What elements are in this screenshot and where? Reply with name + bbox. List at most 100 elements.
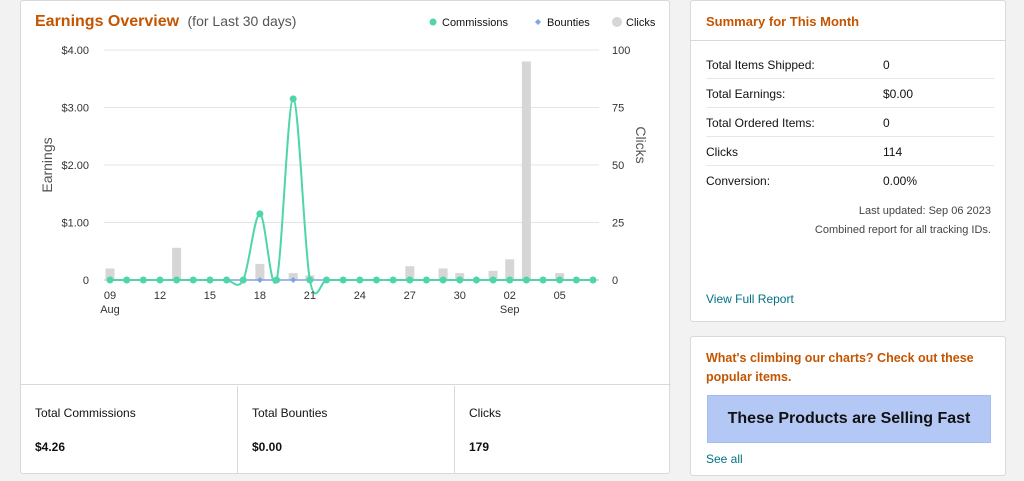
commissions-point	[489, 276, 497, 284]
x-tick-label: 21	[304, 290, 316, 302]
summary-row-ordered-items: Total Ordered Items: 0	[706, 108, 994, 137]
chart-title: Earnings Overview (for Last 30 days)	[35, 13, 296, 31]
summary-row-value: 114	[883, 145, 903, 159]
y-tick-label: $2.00	[61, 160, 89, 172]
y-tick-label: 0	[83, 275, 89, 287]
commissions-point	[406, 276, 414, 284]
total-bounties-value: $0.00	[252, 440, 283, 454]
chart-title-main: Earnings Overview	[35, 13, 180, 30]
x-tick-label: 30	[454, 290, 466, 302]
commissions-point	[123, 276, 131, 284]
commissions-point	[556, 276, 564, 284]
earnings-chart: Earnings Overview (for Last 30 days) $4.…	[21, 1, 671, 385]
x-tick-label: 27	[404, 290, 416, 302]
summary-row-conversion: Conversion: 0.00%	[706, 166, 994, 195]
commissions-point	[273, 276, 281, 284]
commissions-point	[589, 276, 597, 284]
clicks-bar	[521, 61, 531, 280]
summary-row-value: 0	[883, 116, 890, 130]
clicks-bar	[105, 268, 115, 280]
commissions-point	[139, 276, 147, 284]
x-tick-label: 02	[504, 290, 516, 302]
commissions-line	[110, 97, 593, 295]
total-clicks-label: Clicks	[469, 406, 501, 420]
x-tick-sublabel: Sep	[500, 304, 520, 316]
y-tick-label: $1.00	[61, 218, 89, 230]
commissions-point	[256, 210, 264, 218]
x-tick-label: 24	[354, 290, 366, 302]
x-tick-label: 18	[254, 290, 266, 302]
clicks-bar	[405, 266, 415, 280]
commissions-point	[239, 276, 247, 284]
total-bounties-label: Total Bounties	[252, 406, 328, 420]
summary-row-value: 0	[883, 58, 890, 72]
y2-tick-label: 25	[612, 218, 624, 230]
legend-commissions-marker	[429, 18, 437, 26]
commissions-point	[289, 95, 297, 103]
last-updated-text: Last updated: Sep 06 2023	[858, 205, 991, 217]
bounties-point	[290, 277, 297, 283]
commissions-point	[189, 276, 197, 284]
commissions-point	[422, 276, 430, 284]
chart-title-subtitle: (for Last 30 days)	[187, 13, 297, 29]
commissions-point	[223, 276, 231, 284]
commissions-point	[539, 276, 547, 284]
y-tick-label: $4.00	[61, 45, 89, 57]
total-clicks: Clicks 179	[455, 386, 671, 474]
summary-card: Summary for This Month Total Items Shipp…	[690, 0, 1006, 322]
totals-row: Total Commissions $4.26 Total Bounties $…	[21, 386, 671, 474]
total-commissions-value: $4.26	[35, 440, 66, 454]
commissions-point	[156, 276, 164, 284]
legend-commissions-label: Commissions	[442, 17, 509, 29]
clicks-bar	[488, 270, 498, 280]
x-tick-label: 15	[204, 290, 216, 302]
summary-row-label: Total Items Shipped:	[706, 58, 815, 72]
commissions-point	[206, 276, 214, 284]
total-commissions-label: Total Commissions	[35, 406, 136, 420]
clicks-bar	[172, 247, 182, 280]
y2-axis-title: Clicks	[633, 126, 649, 163]
commissions-point	[306, 276, 314, 284]
summary-row-label: Clicks	[706, 145, 738, 159]
commissions-point	[106, 276, 114, 284]
summary-divider	[691, 40, 1005, 41]
legend-clicks-marker	[612, 17, 622, 27]
summary-row-value: 0.00%	[883, 174, 918, 188]
commissions-point	[372, 276, 380, 284]
selling-fast-banner[interactable]: These Products are Selling Fast	[707, 395, 991, 443]
popular-items-card: What's climbing our charts? Check out th…	[690, 336, 1006, 476]
total-bounties: Total Bounties $0.00	[238, 386, 455, 474]
commissions-point	[389, 276, 397, 284]
total-clicks-value: 179	[469, 440, 490, 454]
clicks-bar	[438, 268, 448, 280]
earnings-overview-card: Earnings Overview (for Last 30 days) $4.…	[20, 0, 671, 474]
y-axis-title: Earnings	[39, 137, 55, 192]
clicks-bar	[255, 263, 265, 280]
summary-row-clicks: Clicks 114	[706, 137, 994, 166]
commissions-point	[439, 276, 447, 284]
y2-tick-label: 50	[612, 160, 624, 172]
x-tick-label: 09	[104, 290, 116, 302]
summary-title: Summary for This Month	[706, 14, 860, 29]
legend-bounties-marker	[535, 19, 541, 25]
view-full-report-link[interactable]: View Full Report	[706, 292, 794, 306]
bounties-point	[256, 277, 263, 283]
legend-bounties-label: Bounties	[547, 17, 590, 29]
see-all-link[interactable]: See all	[706, 452, 743, 466]
y2-tick-label: 0	[612, 275, 618, 287]
popular-items-title: What's climbing our charts? Check out th…	[706, 351, 974, 384]
commissions-point	[456, 276, 464, 284]
total-commissions: Total Commissions $4.26	[21, 386, 238, 474]
clicks-bar	[288, 273, 298, 280]
summary-row-value: $0.00	[883, 87, 914, 101]
commissions-point	[522, 276, 530, 284]
commissions-point	[572, 276, 580, 284]
y-tick-label: $3.00	[61, 103, 89, 115]
clicks-bar	[505, 259, 515, 280]
x-tick-label: 12	[154, 290, 166, 302]
summary-row-total-earnings: Total Earnings: $0.00	[706, 79, 994, 108]
y2-tick-label: 100	[612, 45, 630, 57]
commissions-point	[339, 276, 347, 284]
summary-row-label: Conversion:	[706, 174, 771, 188]
chart-canvas: $4.00 $3.00 $2.00 $1.00 0 100 75 50 25 0 Earnings C…	[39, 17, 656, 316]
